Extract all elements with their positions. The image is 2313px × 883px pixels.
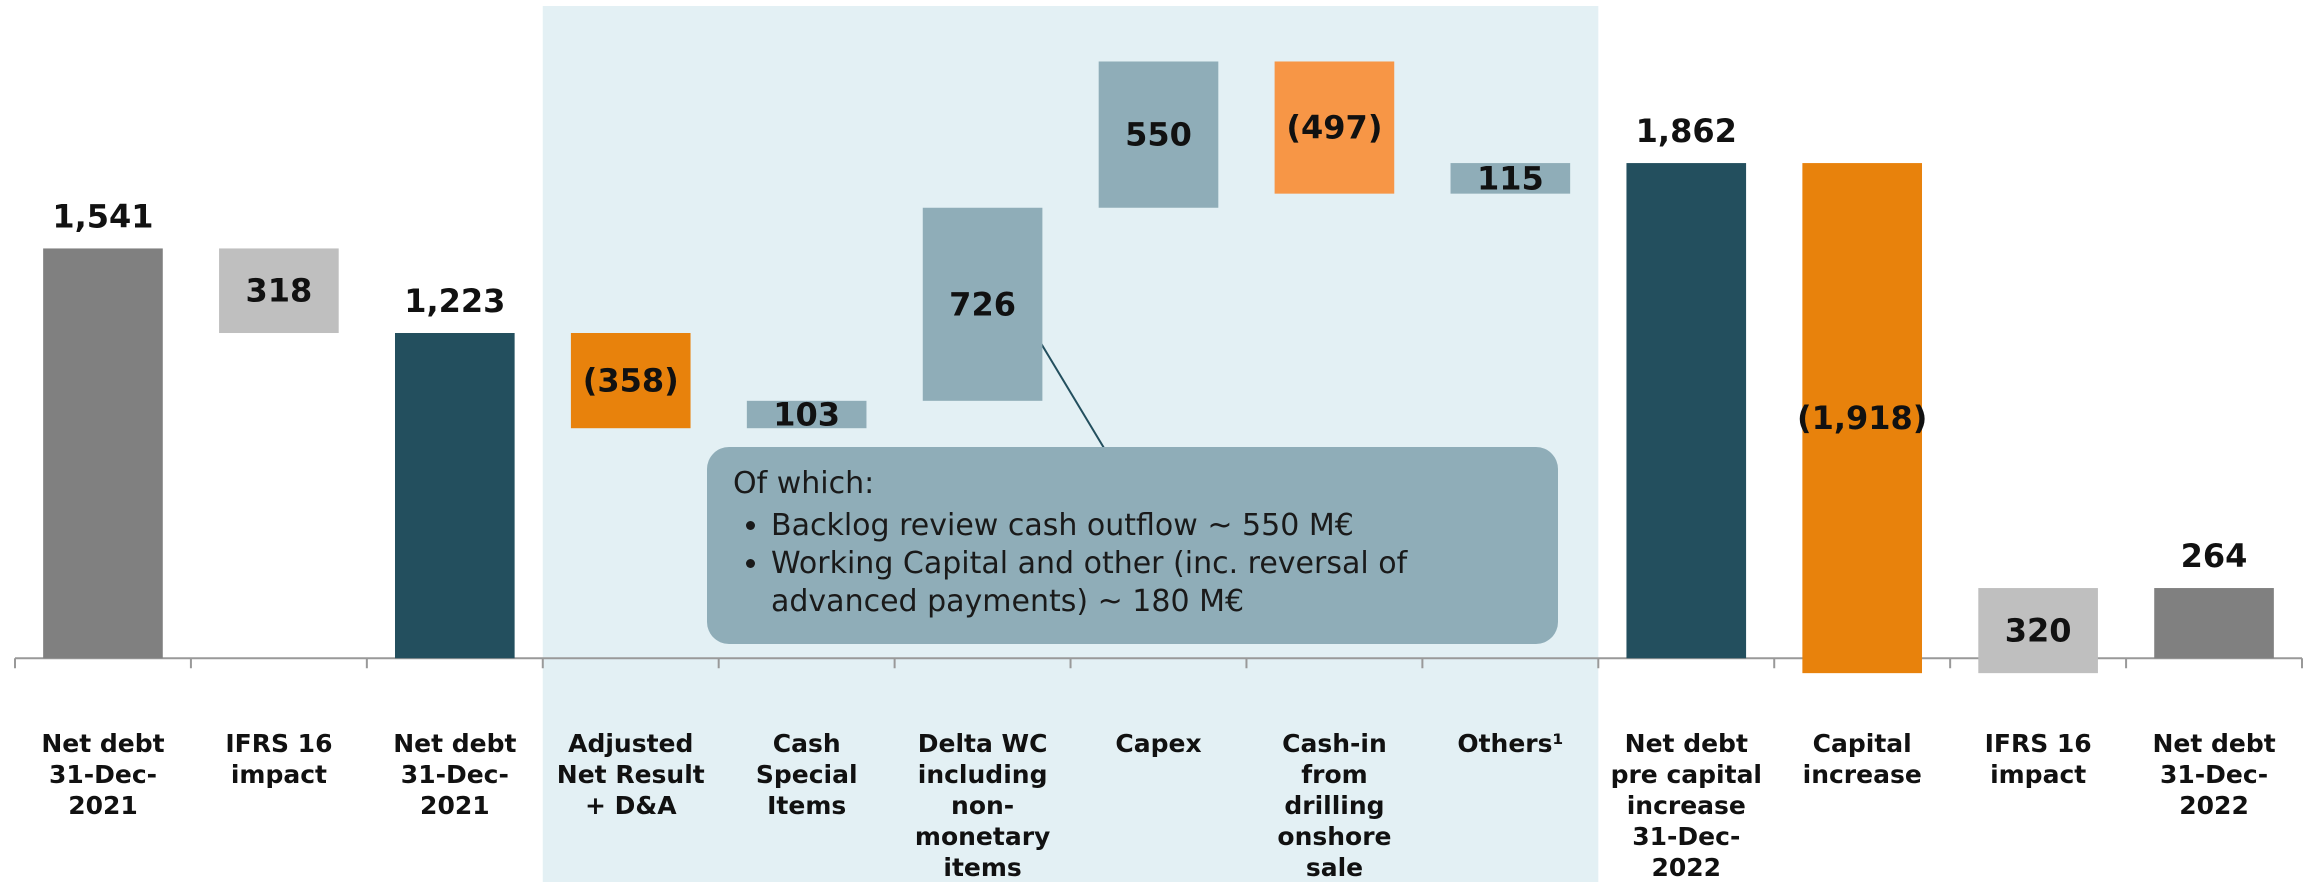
category-label: IFRS 16 impact xyxy=(1984,729,2092,789)
callout-title: Of which: xyxy=(733,466,875,501)
bar xyxy=(1450,163,1571,194)
bar xyxy=(219,248,339,334)
bar xyxy=(746,400,867,429)
category-label: Net debt 31-Dec-2021 xyxy=(41,729,165,820)
value-label: 115 xyxy=(1477,159,1544,197)
value-label: (358) xyxy=(583,362,679,400)
callout-list: Backlog review cash outflow ~ 550 M€ Wor… xyxy=(733,507,1532,621)
bar xyxy=(1978,588,2098,674)
value-label: 264 xyxy=(2181,537,2248,575)
value-label: 1,541 xyxy=(52,197,153,235)
bar xyxy=(1098,61,1219,208)
bar xyxy=(43,248,163,659)
bar xyxy=(922,207,1043,401)
value-label: 550 xyxy=(1125,116,1192,154)
callout-item: Working Capital and other (inc. reversal… xyxy=(771,545,1532,621)
category-label: Net debt 31-Dec-2021 xyxy=(393,729,517,820)
value-label: 1,862 xyxy=(1636,112,1737,150)
bar xyxy=(1626,163,1747,659)
value-label: 1,223 xyxy=(404,282,505,320)
value-label: (1,918) xyxy=(1797,399,1927,437)
callout-connector xyxy=(1038,339,1105,449)
category-label: Cash Special Items xyxy=(755,729,858,820)
value-label: 318 xyxy=(245,272,312,310)
bar xyxy=(1274,61,1395,194)
value-label: 320 xyxy=(2005,612,2072,650)
value-label: (497) xyxy=(1286,109,1382,147)
bar xyxy=(2154,588,2274,659)
highlight-region xyxy=(542,6,1599,882)
category-label: Others¹ xyxy=(1457,729,1564,758)
bar xyxy=(570,333,691,429)
bar xyxy=(1802,163,1923,674)
category-label: Delta WC including non-monetary items xyxy=(914,729,1051,882)
callout: Of which: Backlog review cash outflow ~ … xyxy=(707,447,1558,644)
callout-item: Backlog review cash outflow ~ 550 M€ xyxy=(771,507,1532,545)
value-label: 726 xyxy=(949,285,1016,323)
category-label: Adjusted Net Result + D&A xyxy=(556,729,705,820)
category-label: Capex xyxy=(1115,729,1202,758)
category-label: IFRS 16 impact xyxy=(225,729,333,789)
category-label: Net debt 31-Dec-2022 xyxy=(2152,729,2276,820)
category-label: Capital increase xyxy=(1802,729,1922,789)
category-label: Net debt pre capital increase 31-Dec-202… xyxy=(1610,729,1763,882)
bar xyxy=(394,333,515,659)
category-label: Cash-in from drilling onshore sale xyxy=(1277,729,1392,882)
value-label: 103 xyxy=(773,396,840,434)
